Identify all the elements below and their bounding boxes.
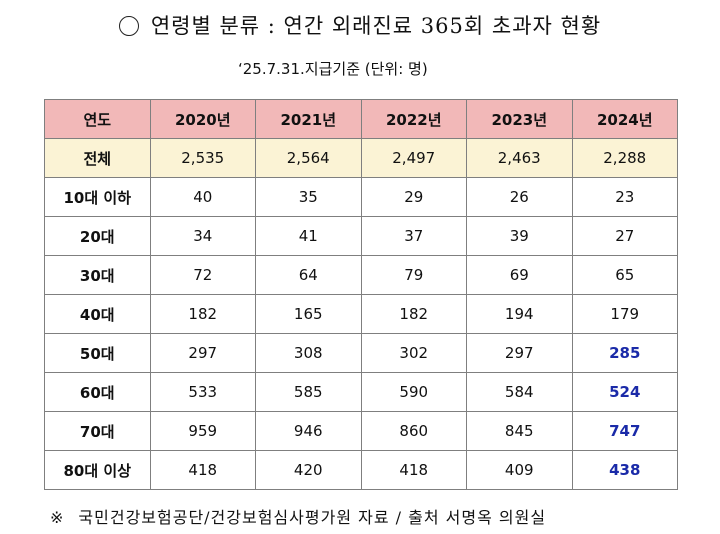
table-cell: 2,497 bbox=[360, 138, 467, 178]
row-label: 70대 bbox=[44, 411, 151, 451]
source-text: 국민건강보험공단/건강보험심사평가원 자료 / 출처 서명옥 의원실 bbox=[78, 508, 547, 527]
table-cell: 302 bbox=[360, 333, 467, 373]
row-label: 80대 이상 bbox=[44, 450, 151, 490]
table-cell: 420 bbox=[255, 450, 362, 490]
table-cell: 845 bbox=[466, 411, 573, 451]
table-cell: 65 bbox=[571, 255, 678, 295]
table-cell: 37 bbox=[360, 216, 467, 256]
table-row: 50대 297 308 302 297 285 bbox=[44, 333, 678, 373]
table-cell: 585 bbox=[255, 372, 362, 412]
table-cell: 418 bbox=[149, 450, 256, 490]
header-cell: 2023년 bbox=[466, 99, 573, 139]
table-cell: 418 bbox=[360, 450, 467, 490]
table-cell: 2,564 bbox=[255, 138, 362, 178]
table-cell: 2,535 bbox=[149, 138, 256, 178]
circle-bullet-icon bbox=[118, 16, 139, 36]
row-label: 50대 bbox=[44, 333, 151, 373]
table-cell: 194 bbox=[466, 294, 573, 334]
table-cell: 35 bbox=[255, 177, 362, 217]
table-cell: 40 bbox=[149, 177, 256, 217]
table-cell: 39 bbox=[466, 216, 573, 256]
row-label: 40대 bbox=[44, 294, 151, 334]
table-cell: 165 bbox=[255, 294, 362, 334]
table-cell: 23 bbox=[571, 177, 678, 217]
title-text: 연령별 분류 : 연간 외래진료 365회 초과자 현황 bbox=[150, 14, 602, 38]
age-group-table: 연도 2020년 2021년 2022년 2023년 2024년 전체 2,53… bbox=[44, 99, 678, 490]
highlighted-cell: 747 bbox=[571, 411, 678, 451]
table-cell: 79 bbox=[360, 255, 467, 295]
row-label: 30대 bbox=[44, 255, 151, 295]
table-row: 60대 533 585 590 584 524 bbox=[44, 372, 678, 412]
table-row: 70대 959 946 860 845 747 bbox=[44, 411, 678, 451]
table-row: 40대 182 165 182 194 179 bbox=[44, 294, 678, 334]
header-cell: 2020년 bbox=[149, 99, 256, 139]
table-cell: 29 bbox=[360, 177, 467, 217]
row-label: 20대 bbox=[44, 216, 151, 256]
table-cell: 584 bbox=[466, 372, 573, 412]
header-cell: 2022년 bbox=[360, 99, 467, 139]
table-cell: 959 bbox=[149, 411, 256, 451]
table-cell: 27 bbox=[571, 216, 678, 256]
table-cell: 182 bbox=[149, 294, 256, 334]
table-cell: 182 bbox=[360, 294, 467, 334]
source-note: ※ 국민건강보험공단/건강보험심사평가원 자료 / 출처 서명옥 의원실 bbox=[50, 504, 546, 528]
row-label: 전체 bbox=[44, 138, 151, 178]
table-cell: 533 bbox=[149, 372, 256, 412]
row-label: 10대 이하 bbox=[44, 177, 151, 217]
table-row: 80대 이상 418 420 418 409 438 bbox=[44, 450, 678, 490]
table-header-row: 연도 2020년 2021년 2022년 2023년 2024년 bbox=[44, 99, 678, 139]
table-cell: 860 bbox=[360, 411, 467, 451]
table-cell: 308 bbox=[255, 333, 362, 373]
table-cell: 179 bbox=[571, 294, 678, 334]
table-cell: 41 bbox=[255, 216, 362, 256]
table-row-total: 전체 2,535 2,564 2,497 2,463 2,288 bbox=[44, 138, 678, 178]
table-cell: 34 bbox=[149, 216, 256, 256]
table-cell: 26 bbox=[466, 177, 573, 217]
header-cell: 2021년 bbox=[255, 99, 362, 139]
table-cell: 297 bbox=[466, 333, 573, 373]
table-row: 30대 72 64 79 69 65 bbox=[44, 255, 678, 295]
highlighted-cell: 524 bbox=[571, 372, 678, 412]
table-cell: 297 bbox=[149, 333, 256, 373]
table-cell: 64 bbox=[255, 255, 362, 295]
highlighted-cell: 285 bbox=[571, 333, 678, 373]
table-cell: 409 bbox=[466, 450, 573, 490]
unit-note: ‘25.7.31.지급기준 (단위: 명) bbox=[238, 60, 428, 78]
table-cell: 946 bbox=[255, 411, 362, 451]
document-title: 연령별 분류 : 연간 외래진료 365회 초과자 현황 bbox=[0, 10, 720, 40]
table-cell: 590 bbox=[360, 372, 467, 412]
table-cell: 69 bbox=[466, 255, 573, 295]
table-row: 20대 34 41 37 39 27 bbox=[44, 216, 678, 256]
header-cell: 2024년 bbox=[571, 99, 678, 139]
reference-mark-icon: ※ bbox=[50, 508, 65, 527]
table-cell: 2,288 bbox=[571, 138, 678, 178]
row-label: 60대 bbox=[44, 372, 151, 412]
table-cell: 72 bbox=[149, 255, 256, 295]
header-cell: 연도 bbox=[44, 99, 151, 139]
highlighted-cell: 438 bbox=[571, 450, 678, 490]
table-cell: 2,463 bbox=[466, 138, 573, 178]
table-row: 10대 이하 40 35 29 26 23 bbox=[44, 177, 678, 217]
